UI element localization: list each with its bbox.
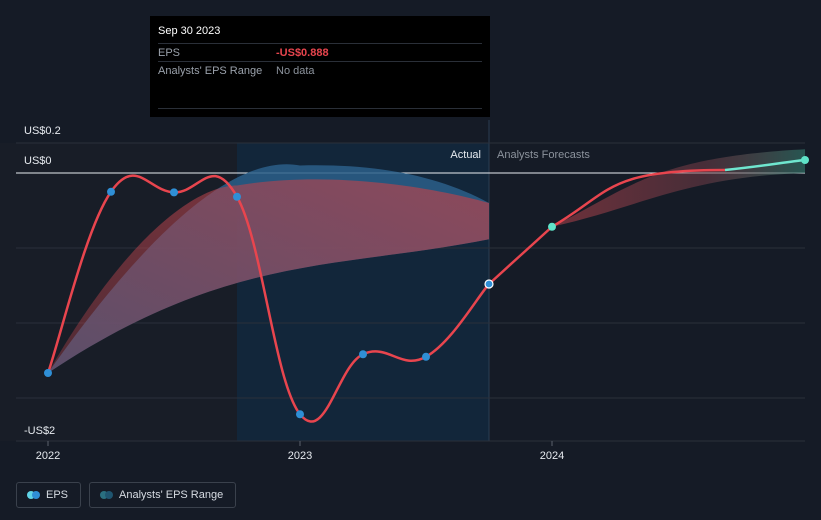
- eps-point: [484, 279, 494, 289]
- legend: EPS Analysts' EPS Range: [16, 482, 237, 510]
- analyst-range-forecast: [552, 149, 805, 227]
- x-tick-label: 2023: [288, 450, 312, 462]
- actual-label: Actual: [450, 149, 481, 161]
- x-tick-label: 2024: [540, 450, 564, 462]
- tooltip-eps-key: EPS: [158, 46, 181, 59]
- tooltip-row-range: Analysts' EPS Range No data: [158, 61, 482, 79]
- legend-eps-label: EPS: [46, 489, 69, 501]
- eps-forecast-point: [548, 222, 556, 231]
- legend-range-dot-a: [100, 491, 109, 499]
- legend-eps[interactable]: EPS: [16, 482, 82, 508]
- eps-point: [422, 352, 430, 361]
- y-tick-label: US$0.2: [24, 125, 61, 137]
- eps-forecast-line: [488, 225, 553, 285]
- legend-eps-dot-a: [27, 491, 35, 499]
- legend-range-icon: [100, 491, 114, 499]
- tooltip-eps-value: -US$0.888: [276, 46, 329, 59]
- eps-forecast-line-red: [551, 168, 726, 228]
- tooltip: Sep 30 2023 EPS -US$0.888 Analysts' EPS …: [150, 16, 490, 117]
- y-tick-label: -US$2: [24, 425, 55, 437]
- analyst-range-past: [48, 179, 489, 373]
- tooltip-date: Sep 30 2023: [158, 25, 221, 37]
- eps-point: [233, 192, 241, 201]
- tooltip-range-value: No data: [276, 64, 315, 77]
- tooltip-row-eps: EPS -US$0.888: [158, 43, 482, 61]
- y-tick-label: US$0: [24, 155, 52, 167]
- eps-point: [296, 410, 304, 419]
- legend-eps-icon: [27, 491, 40, 499]
- eps-point: [44, 369, 52, 377]
- eps-point: [107, 187, 115, 196]
- legend-range-label: Analysts' EPS Range: [119, 489, 224, 501]
- eps-forecast-point-end: [801, 156, 809, 164]
- eps-forecast-line-teal: [724, 158, 806, 172]
- eps-point: [359, 350, 367, 359]
- forecast-label: Analysts Forecasts: [497, 149, 590, 161]
- tooltip-range-key: Analysts' EPS Range: [158, 64, 263, 77]
- eps-point: [170, 188, 178, 197]
- x-tick-label: 2022: [36, 450, 60, 462]
- tooltip-divider: [158, 108, 482, 109]
- legend-range-dot-b: [105, 491, 114, 499]
- legend-analyst-range[interactable]: Analysts' EPS Range: [89, 482, 237, 508]
- legend-eps-dot-b: [32, 491, 40, 499]
